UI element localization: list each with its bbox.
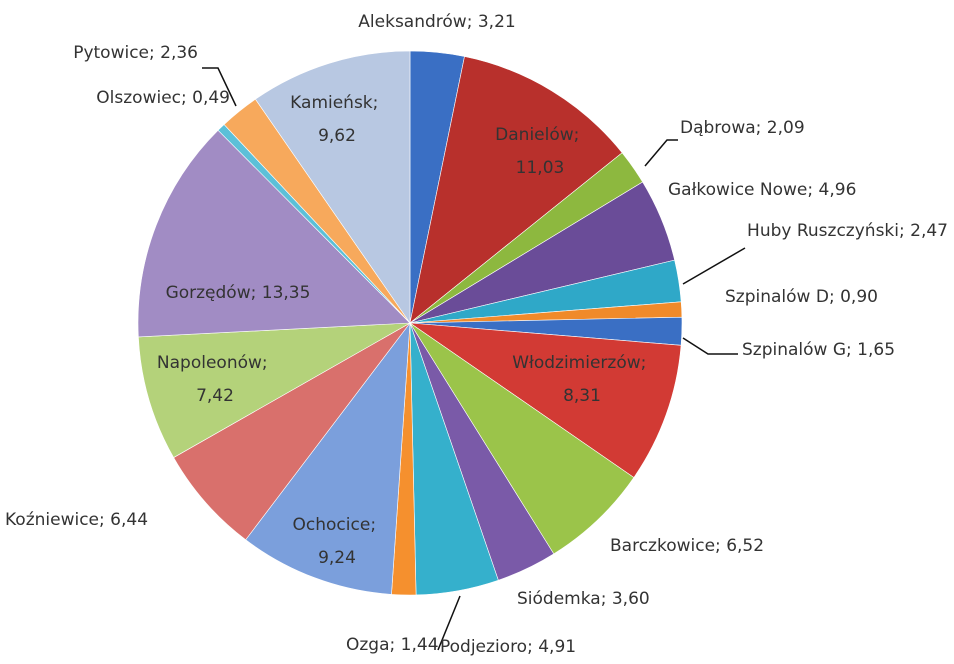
leader-line <box>202 67 237 107</box>
label-separator: ; <box>829 287 840 307</box>
label-name: Włodzimierzów <box>512 353 641 373</box>
label-value: 4,96 <box>819 180 857 200</box>
label-separator: ; <box>641 353 652 373</box>
label-separator: ; <box>370 515 381 535</box>
pie-slice <box>255 50 411 324</box>
label-separator: ; <box>715 536 726 556</box>
pie-slice <box>408 322 682 478</box>
data-label: Włodzimierzów; 8,31 <box>512 353 652 406</box>
label-separator: ; <box>99 510 110 530</box>
label-separator: ; <box>251 283 262 303</box>
pie-slice <box>173 322 411 541</box>
pie-slice <box>137 129 411 338</box>
data-label: Huby Ruszczyński; 2,47 <box>747 221 948 241</box>
data-label: Kamieńsk; 9,62 <box>290 93 384 146</box>
label-name: Siódemka <box>517 589 601 609</box>
label-separator: ; <box>149 43 160 63</box>
label-value: 11,03 <box>516 158 565 178</box>
label-name: Dąbrowa <box>680 118 756 138</box>
label-value: 1,65 <box>857 340 895 360</box>
label-name: Danielów <box>495 125 574 145</box>
label-name: Olszowiec <box>96 88 181 108</box>
data-label: Olszowiec; 0,49 <box>96 88 230 108</box>
pie-slice <box>409 56 623 324</box>
label-name: Ozga <box>346 635 390 655</box>
label-separator: ; <box>467 12 478 32</box>
label-name: Gałkowice Nowe <box>668 180 807 200</box>
label-separator: ; <box>756 118 767 138</box>
label-value: 2,47 <box>910 221 948 241</box>
data-label: Danielów; 11,03 <box>495 125 585 178</box>
data-label: Napoleonów; 7,42 <box>157 353 273 406</box>
leader-line <box>682 337 738 355</box>
label-name: Szpinalów G <box>742 340 846 360</box>
label-value: 6,44 <box>110 510 148 530</box>
label-name: Ochocice <box>293 515 371 535</box>
label-value: 7,42 <box>196 386 234 406</box>
label-name: Szpinalów D <box>725 287 829 307</box>
data-label: Szpinalów G; 1,65 <box>742 340 895 360</box>
label-name: Napoleonów <box>157 353 262 373</box>
label-name: Koźniewice <box>5 510 99 530</box>
data-label: Siódemka; 3,60 <box>517 589 650 609</box>
data-label: Podjezioro; 4,91 <box>440 637 576 657</box>
leader-line <box>682 247 746 285</box>
data-label: Pytowice; 2,36 <box>73 43 198 63</box>
label-separator: ; <box>373 93 384 113</box>
label-value: 4,91 <box>538 637 576 657</box>
label-name: Pytowice <box>73 43 149 63</box>
data-label: Ozga; 1,44 <box>346 635 439 655</box>
label-value: 0,90 <box>840 287 878 307</box>
label-separator: ; <box>390 635 401 655</box>
label-name: Barczkowice <box>610 536 715 556</box>
label-value: 2,09 <box>767 118 805 138</box>
data-label: Gałkowice Nowe; 4,96 <box>668 180 856 200</box>
label-name: Gorzędów <box>166 283 251 303</box>
label-value: 0,49 <box>192 88 230 108</box>
label-value: 3,60 <box>612 589 650 609</box>
label-value: 13,35 <box>262 283 311 303</box>
label-separator: ; <box>846 340 857 360</box>
label-name: Aleksandrów <box>358 12 467 32</box>
data-label: Koźniewice; 6,44 <box>5 510 148 530</box>
label-separator: ; <box>574 125 585 145</box>
label-separator: ; <box>527 637 538 657</box>
leader-line <box>644 139 678 167</box>
data-label: Gorzędów; 13,35 <box>166 283 311 303</box>
data-label: Szpinalów D; 0,90 <box>725 287 878 307</box>
label-value: 1,44 <box>401 635 439 655</box>
label-value: 6,52 <box>726 536 764 556</box>
data-label: Aleksandrów; 3,21 <box>358 12 515 32</box>
pie-slice <box>245 322 411 595</box>
label-separator: ; <box>181 88 192 108</box>
leader-line <box>437 595 461 651</box>
data-label: Barczkowice; 6,52 <box>610 536 764 556</box>
label-value: 2,36 <box>160 43 198 63</box>
label-name: Podjezioro <box>440 637 527 657</box>
data-label: Ochocice; 9,24 <box>293 515 382 568</box>
label-separator: ; <box>262 353 273 373</box>
label-value: 8,31 <box>563 386 601 406</box>
label-separator: ; <box>807 180 818 200</box>
pie-slice <box>138 322 411 458</box>
label-name: Huby Ruszczyński <box>747 221 899 241</box>
label-value: 9,62 <box>318 126 356 146</box>
data-label: Dąbrowa; 2,09 <box>680 118 805 138</box>
label-value: 3,21 <box>478 12 516 32</box>
label-name: Kamieńsk <box>290 93 373 113</box>
label-separator: ; <box>899 221 910 241</box>
label-value: 9,24 <box>318 548 356 568</box>
pie-slice <box>409 322 635 555</box>
label-separator: ; <box>601 589 612 609</box>
